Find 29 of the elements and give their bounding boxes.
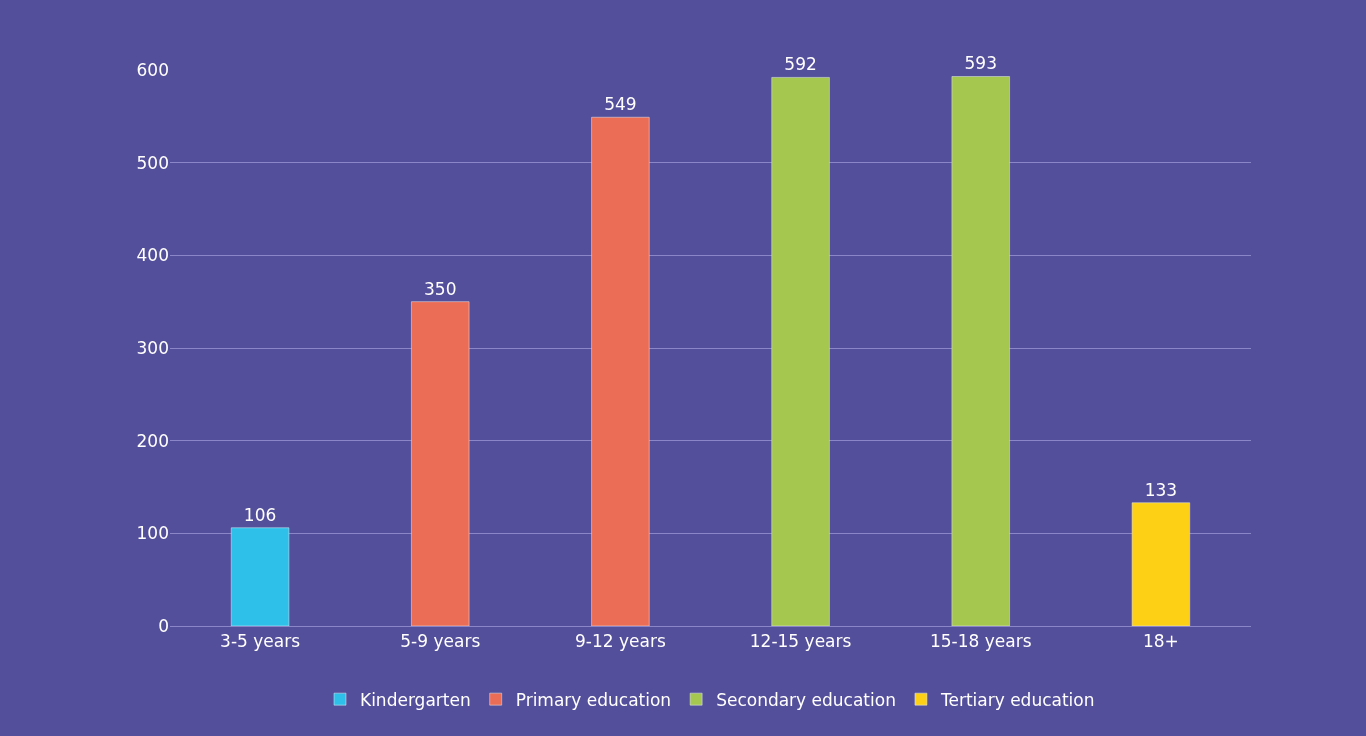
bar (1131, 502, 1190, 626)
legend-label: Primary education (515, 689, 672, 710)
bar (411, 301, 470, 626)
y-tick-label: 200 (136, 430, 169, 451)
y-tick-label: 500 (136, 152, 169, 173)
y-tick-label: 100 (136, 523, 169, 544)
y-tick-label: 0 (158, 615, 169, 636)
x-tick-label: 9-12 years (575, 631, 666, 652)
x-tick-label: 5-9 years (400, 631, 481, 652)
legend-label: Kindergarten (360, 689, 471, 710)
y-tick-label: 300 (136, 337, 169, 358)
x-tick-label: 3-5 years (220, 631, 301, 652)
y-tick-label: 600 (136, 59, 169, 80)
data-label: 350 (424, 278, 457, 299)
bar (231, 527, 290, 626)
y-tick-label: 400 (136, 245, 169, 266)
bar (951, 76, 1010, 626)
x-tick-label: 12-15 years (749, 631, 852, 652)
x-tick-label: 15-18 years (929, 631, 1032, 652)
legend-label: Tertiary education (939, 689, 1095, 710)
bar (771, 77, 830, 626)
bar (591, 117, 650, 626)
data-label: 106 (243, 504, 277, 525)
data-label: 592 (784, 54, 817, 75)
data-label: 593 (964, 53, 997, 74)
data-label: 133 (1144, 479, 1178, 500)
x-tick-label: 18+ (1142, 631, 1179, 652)
data-label: 549 (604, 94, 637, 115)
legend-label: Secondary education (716, 689, 896, 710)
